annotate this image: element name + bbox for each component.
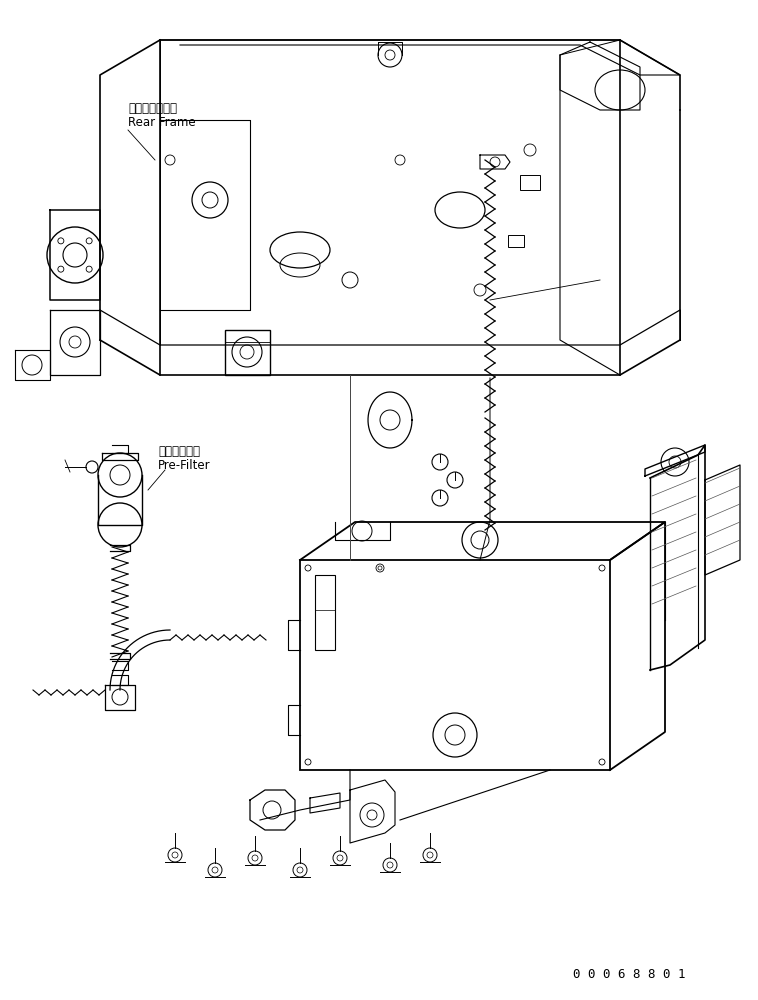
Bar: [225, 330, 270, 375]
Bar: [315, 575, 335, 650]
Text: 0 0 0 6 8 8 0 1: 0 0 0 6 8 8 0 1: [573, 968, 685, 981]
Bar: [300, 560, 610, 770]
Text: Rear Frame: Rear Frame: [128, 116, 196, 129]
Text: プリフィルタ: プリフィルタ: [158, 445, 200, 458]
Text: リヤーフレーム: リヤーフレーム: [128, 102, 177, 115]
Text: Pre-Filter: Pre-Filter: [158, 459, 211, 472]
Bar: [520, 175, 540, 190]
Bar: [508, 235, 524, 247]
